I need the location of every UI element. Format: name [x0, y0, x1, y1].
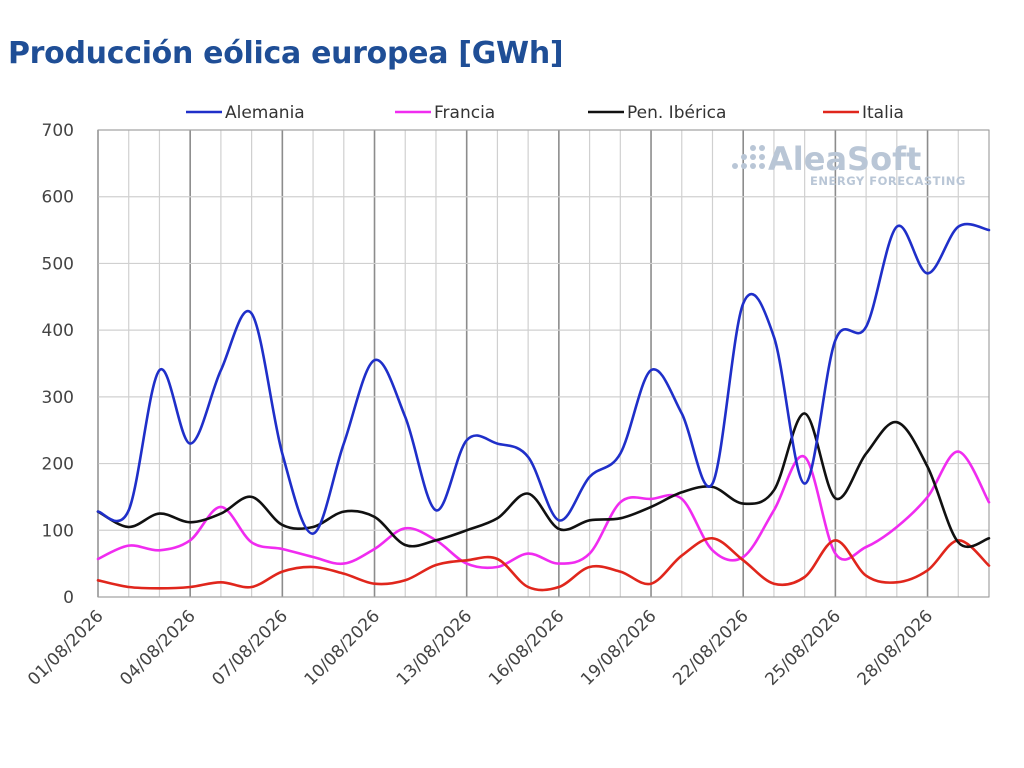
- x-tick-label: 07/08/2026: [208, 606, 291, 689]
- legend-label-italia: Italia: [862, 103, 904, 123]
- grid: [97, 129, 990, 598]
- y-axis-ticks: 0 100 200 300 400 500 600 700: [42, 121, 74, 608]
- series-line-pen-iberica: [96, 412, 991, 549]
- y-tick-label: 300: [42, 388, 74, 408]
- x-tick-label: 13/08/2026: [393, 606, 476, 689]
- y-tick-label: 100: [42, 521, 74, 541]
- plot-border: [97, 129, 990, 598]
- y-tick-label: 0: [63, 588, 74, 608]
- series-line-francia: [96, 450, 991, 570]
- series-lines: [96, 222, 991, 592]
- x-tick-label: 10/08/2026: [301, 606, 384, 689]
- x-tick-label: 04/08/2026: [116, 606, 199, 689]
- y-tick-label: 700: [42, 121, 74, 141]
- x-tick-label: 25/08/2026: [761, 606, 844, 689]
- legend-label-pen-iberica: Pen. Ibérica: [627, 103, 726, 123]
- chart-title: Producción eólica europea [GWh]: [8, 36, 564, 71]
- x-tick-label: 28/08/2026: [854, 606, 937, 689]
- legend-label-alemania: Alemania: [225, 103, 305, 123]
- y-tick-label: 500: [42, 254, 74, 274]
- x-tick-label: 22/08/2026: [669, 606, 752, 689]
- aleasoft-watermark: AleaSoft ENERGY FORECASTING: [732, 140, 966, 188]
- y-tick-label: 400: [42, 321, 74, 341]
- series-line-alemania: [96, 222, 991, 535]
- x-tick-label: 16/08/2026: [485, 606, 568, 689]
- y-tick-label: 200: [42, 455, 74, 475]
- x-tick-label: 01/08/2026: [24, 606, 107, 689]
- legend: Alemania Francia Pen. Ibérica Italia: [186, 103, 904, 123]
- series-line-italia: [96, 536, 991, 592]
- legend-label-francia: Francia: [434, 103, 495, 123]
- watermark-brand: AleaSoft: [768, 140, 921, 178]
- watermark-tagline: ENERGY FORECASTING: [810, 174, 966, 188]
- aleasoft-logo-icon: [732, 145, 765, 169]
- x-axis-ticks: 01/08/2026 04/08/2026 07/08/2026 10/08/2026…: [24, 606, 937, 689]
- y-tick-label: 600: [42, 188, 74, 208]
- x-tick-label: 19/08/2026: [577, 606, 660, 689]
